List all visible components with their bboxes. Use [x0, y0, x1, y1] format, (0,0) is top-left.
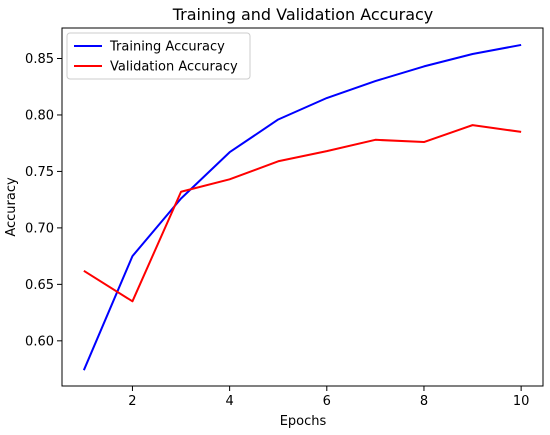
y-axis-ticks: 0.60 0.65 0.70 0.75 0.80 0.85 — [25, 52, 62, 349]
series-line-0 — [82, 43, 522, 371]
y-tick-label: 0.65 — [25, 278, 54, 293]
y-tick-label: 0.70 — [25, 221, 54, 236]
legend-box — [66, 32, 251, 80]
x-axis-ticks: 2 4 6 8 10 — [128, 386, 529, 409]
series-lines — [82, 43, 522, 371]
x-tick-label: 10 — [513, 394, 530, 409]
plot-area-frame — [61, 27, 544, 387]
y-tick-label: 0.85 — [25, 52, 54, 67]
y-tick-label: 0.75 — [25, 165, 54, 180]
legend-label-0: Training Accuracy — [109, 40, 225, 55]
x-axis-label: Epochs — [280, 414, 327, 429]
x-tick-label: 6 — [323, 394, 331, 409]
x-tick-label: 2 — [128, 394, 136, 409]
x-tick-label: 4 — [225, 394, 233, 409]
chart-title: Training and Validation Accuracy — [172, 5, 434, 24]
legend: Training Accuracy Validation Accuracy — [66, 32, 251, 80]
legend-label-1: Validation Accuracy — [110, 60, 238, 75]
x-tick-label: 8 — [420, 394, 428, 409]
y-tick-label: 0.80 — [25, 108, 54, 123]
series-line-1 — [83, 124, 522, 303]
y-axis-label: Accuracy — [4, 177, 19, 237]
y-tick-label: 0.60 — [25, 334, 54, 349]
